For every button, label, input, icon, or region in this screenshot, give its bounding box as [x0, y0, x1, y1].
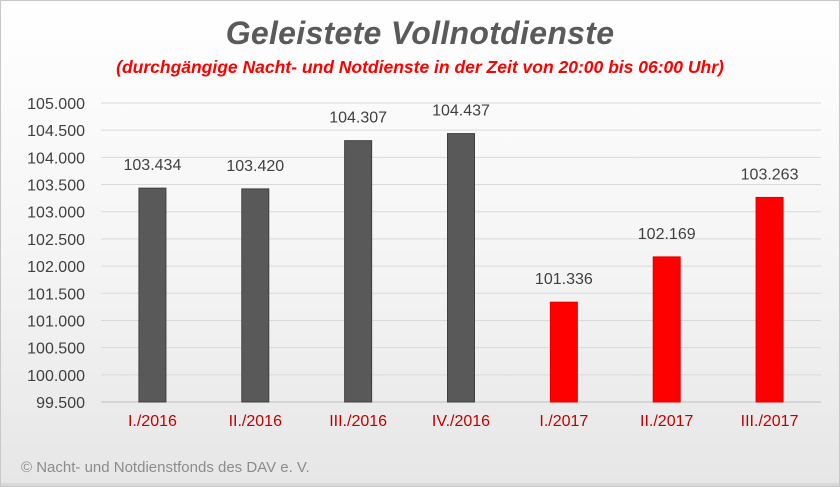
x-tick-label: I./2016	[128, 413, 177, 430]
y-tick-label: 102.000	[27, 259, 85, 276]
bar	[755, 196, 784, 403]
y-tick-label: 104.500	[27, 123, 85, 140]
value-labels: 103.434 103.420 104.307 104.437 101.336 102.1…	[124, 103, 799, 289]
bar	[447, 133, 475, 403]
value-label: 103.263	[741, 166, 799, 183]
bottom-divider	[1, 483, 839, 486]
value-label: 103.420	[226, 158, 284, 175]
x-tick-label: IV./2016	[432, 413, 490, 430]
bar	[241, 188, 270, 403]
value-label: 103.434	[124, 157, 182, 174]
chart-subtitle: (durchgängige Nacht- und Notdienste in d…	[116, 57, 724, 77]
y-tick-label: 105.000	[27, 96, 85, 113]
y-tick-label: 102.500	[27, 232, 85, 249]
copyright-footer: © Nacht- und Notdienstfonds des DAV e. V…	[21, 459, 310, 476]
x-tick-label: III./2017	[741, 413, 799, 430]
bars	[138, 133, 784, 403]
bar	[138, 187, 167, 403]
y-tick-label: 101.000	[27, 313, 85, 330]
value-label: 101.336	[535, 271, 593, 288]
bar	[652, 256, 681, 403]
x-tick-label: III./2016	[329, 413, 387, 430]
chart-title: Geleistete Vollnotdienste	[225, 15, 615, 51]
y-tick-label: 104.000	[27, 150, 85, 167]
bar	[549, 301, 578, 403]
y-tick-label: 103.500	[27, 178, 85, 195]
y-axis-labels: 99.500 100.000 100.500 101.000 101.500 102.00…	[27, 96, 85, 412]
y-tick-label: 100.500	[27, 341, 85, 358]
x-tick-label: II./2016	[229, 413, 282, 430]
y-tick-label: 101.500	[27, 286, 85, 303]
bar	[344, 140, 373, 403]
value-label: 104.307	[329, 110, 387, 127]
x-tick-label: I./2017	[539, 413, 588, 430]
x-tick-label: II./2017	[640, 413, 693, 430]
y-tick-label: 100.000	[27, 368, 85, 385]
value-label: 102.169	[638, 226, 696, 243]
value-label: 104.437	[432, 103, 490, 120]
x-axis-labels: I./2016 II./2016 III./2016 IV./2016 I./2017 I…	[128, 413, 799, 430]
y-tick-label: 103.000	[27, 205, 85, 222]
y-tick-label: 99.500	[36, 395, 85, 412]
